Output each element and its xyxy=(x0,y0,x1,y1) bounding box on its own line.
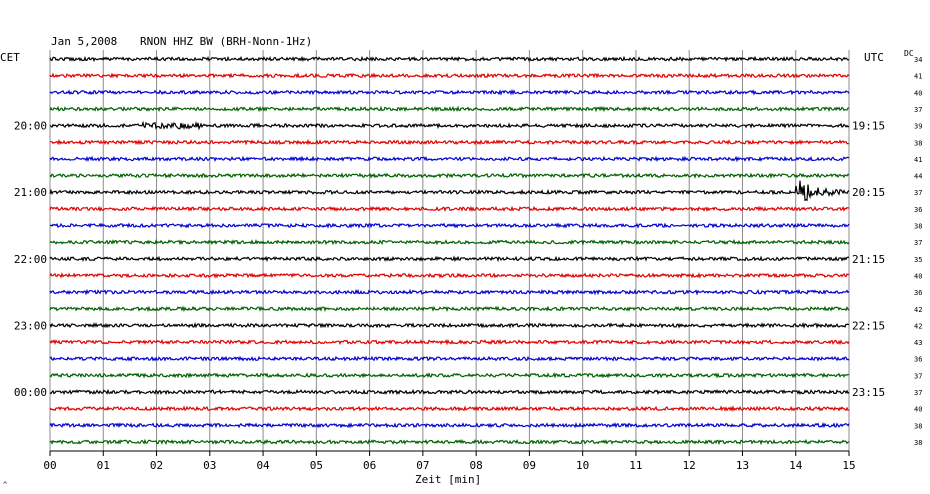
trace-row-16 xyxy=(49,322,850,329)
x-tick-label-13: 13 xyxy=(736,459,749,472)
right-time-label-23:15: 23:15 xyxy=(852,386,885,399)
trace-row-10 xyxy=(49,222,850,229)
x-tick-label-12: 12 xyxy=(683,459,696,472)
left-time-label-20:00: 20:00 xyxy=(14,120,47,133)
dc-value-row-6: 41 xyxy=(914,156,922,164)
dc-value-row-0: 34 xyxy=(914,56,922,64)
trace-row-4 xyxy=(49,120,850,131)
x-tick-label-11: 11 xyxy=(629,459,642,472)
dc-value-row-7: 44 xyxy=(914,173,922,181)
x-axis-ticks: 00 01 02 03 04 05 06 07 08 09 10 11 12 13 14 15 xyxy=(43,451,856,472)
trace-row-12 xyxy=(49,255,850,263)
dc-value-row-3: 37 xyxy=(914,106,922,114)
header-date: Jan 5,2008 xyxy=(51,35,117,48)
dc-value-row-11: 37 xyxy=(914,239,922,247)
trace-row-15 xyxy=(49,305,850,313)
dc-value-row-4: 39 xyxy=(914,123,922,131)
trace-row-22 xyxy=(49,421,850,429)
x-tick-label-07: 07 xyxy=(416,459,429,472)
dc-value-row-18: 36 xyxy=(914,356,922,364)
trace-row-7 xyxy=(49,172,850,179)
right-time-label-20:15: 20:15 xyxy=(852,186,885,199)
trace-row-17 xyxy=(49,338,850,346)
dc-value-row-23: 38 xyxy=(914,439,922,447)
x-tick-label-03: 03 xyxy=(203,459,216,472)
dc-value-row-5: 38 xyxy=(914,139,922,147)
right-time-label-21:15: 21:15 xyxy=(852,253,885,266)
x-tick-label-14: 14 xyxy=(789,459,803,472)
dc-value-row-10: 38 xyxy=(914,223,922,231)
left-time-label-22:00: 22:00 xyxy=(14,253,47,266)
left-time-label-23:00: 23:00 xyxy=(14,319,47,332)
left-time-label-00:00: 00:00 xyxy=(14,386,47,399)
time-labels: 20:00 21:00 22:00 23:00 00:00 19:15 20:15 21:15… xyxy=(14,120,885,399)
dc-value-row-9: 36 xyxy=(914,206,922,214)
x-tick-label-09: 09 xyxy=(523,459,536,472)
x-tick-label-06: 06 xyxy=(363,459,376,472)
trace-row-20 xyxy=(49,388,850,396)
right-timezone-label: UTC xyxy=(864,51,884,64)
x-tick-label-08: 08 xyxy=(470,459,483,472)
trace-row-5 xyxy=(49,138,850,146)
x-tick-label-00: 00 xyxy=(43,459,56,472)
trace-row-13 xyxy=(49,271,850,279)
dc-value-row-13: 40 xyxy=(914,272,922,280)
x-tick-label-04: 04 xyxy=(256,459,270,472)
seismic-traces xyxy=(49,55,850,446)
dc-value-row-14: 36 xyxy=(914,289,922,297)
dc-value-row-22: 38 xyxy=(914,422,922,430)
trace-row-18 xyxy=(49,355,850,362)
left-timezone-label: CET xyxy=(0,51,20,64)
trace-row-6 xyxy=(49,155,850,163)
dc-value-row-12: 35 xyxy=(914,256,922,264)
dc-value-row-20: 37 xyxy=(914,389,922,397)
dc-value-row-8: 37 xyxy=(914,189,922,197)
trace-row-2 xyxy=(49,88,850,96)
x-tick-label-15: 15 xyxy=(842,459,855,472)
dc-value-row-19: 37 xyxy=(914,372,922,380)
right-time-label-22:15: 22:15 xyxy=(852,319,885,332)
trace-row-8 xyxy=(49,180,850,202)
dc-value-row-17: 43 xyxy=(914,339,922,347)
trace-row-19 xyxy=(49,372,850,379)
x-tick-label-05: 05 xyxy=(310,459,323,472)
x-tick-label-10: 10 xyxy=(576,459,589,472)
dc-label: DC xyxy=(904,49,914,58)
left-time-label-21:00: 21:00 xyxy=(14,186,47,199)
right-time-label-19:15: 19:15 xyxy=(852,120,885,133)
dc-values: 34 41 40 37 39 38 41 44 37 36 38 37 35 40 36 42 42 43 36 37… xyxy=(914,56,922,447)
header-station: RNON HHZ BW (BRH-Nonn-1Hz) xyxy=(140,35,312,48)
dc-value-row-21: 40 xyxy=(914,406,922,414)
x-tick-label-01: 01 xyxy=(97,459,110,472)
dc-value-row-15: 42 xyxy=(914,306,922,314)
x-axis-title: Zeit [min] xyxy=(415,473,481,486)
trace-row-1 xyxy=(49,72,850,79)
dc-value-row-2: 40 xyxy=(914,89,922,97)
trace-row-9 xyxy=(49,205,850,213)
x-tick-label-02: 02 xyxy=(150,459,163,472)
dc-value-row-16: 42 xyxy=(914,322,922,330)
trace-row-14 xyxy=(49,288,850,296)
time-grid xyxy=(49,50,850,452)
trace-row-3 xyxy=(49,105,849,113)
trace-row-21 xyxy=(49,405,850,413)
trace-row-11 xyxy=(49,238,850,246)
dc-value-row-1: 41 xyxy=(914,73,922,81)
corner-mark: ^ xyxy=(3,481,7,489)
trace-row-0 xyxy=(49,55,850,63)
trace-row-23 xyxy=(49,438,850,446)
